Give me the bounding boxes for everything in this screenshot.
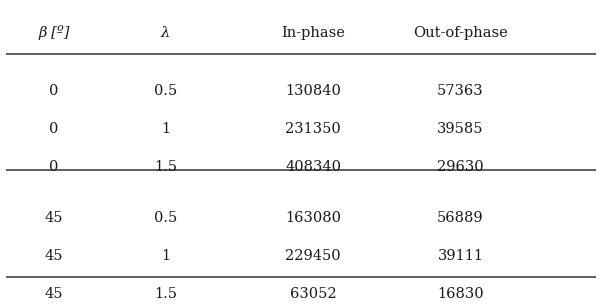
Text: Out-of-phase: Out-of-phase: [413, 26, 508, 40]
Text: 1.5: 1.5: [154, 160, 177, 174]
Text: 29630: 29630: [437, 160, 484, 174]
Text: 408340: 408340: [285, 160, 341, 174]
Text: 45: 45: [45, 288, 63, 302]
Text: 0: 0: [49, 122, 59, 136]
Text: In-phase: In-phase: [281, 26, 345, 40]
Text: 1.5: 1.5: [154, 288, 177, 302]
Text: 163080: 163080: [285, 212, 341, 226]
Text: λ: λ: [161, 26, 170, 40]
Text: 45: 45: [45, 250, 63, 264]
Text: 1: 1: [161, 250, 170, 264]
Text: 0: 0: [49, 160, 59, 174]
Text: 229450: 229450: [285, 250, 341, 264]
Text: 57363: 57363: [437, 84, 484, 98]
Text: 45: 45: [45, 212, 63, 226]
Text: 39585: 39585: [437, 122, 484, 136]
Text: 0.5: 0.5: [154, 84, 177, 98]
Text: 130840: 130840: [285, 84, 341, 98]
Text: 16830: 16830: [437, 288, 484, 302]
Text: 0.5: 0.5: [154, 212, 177, 226]
Text: 56889: 56889: [437, 212, 484, 226]
Text: 231350: 231350: [285, 122, 341, 136]
Text: 1: 1: [161, 122, 170, 136]
Text: 39111: 39111: [438, 250, 483, 264]
Text: 63052: 63052: [290, 288, 337, 302]
Text: β [º]: β [º]: [39, 25, 70, 40]
Text: 0: 0: [49, 84, 59, 98]
